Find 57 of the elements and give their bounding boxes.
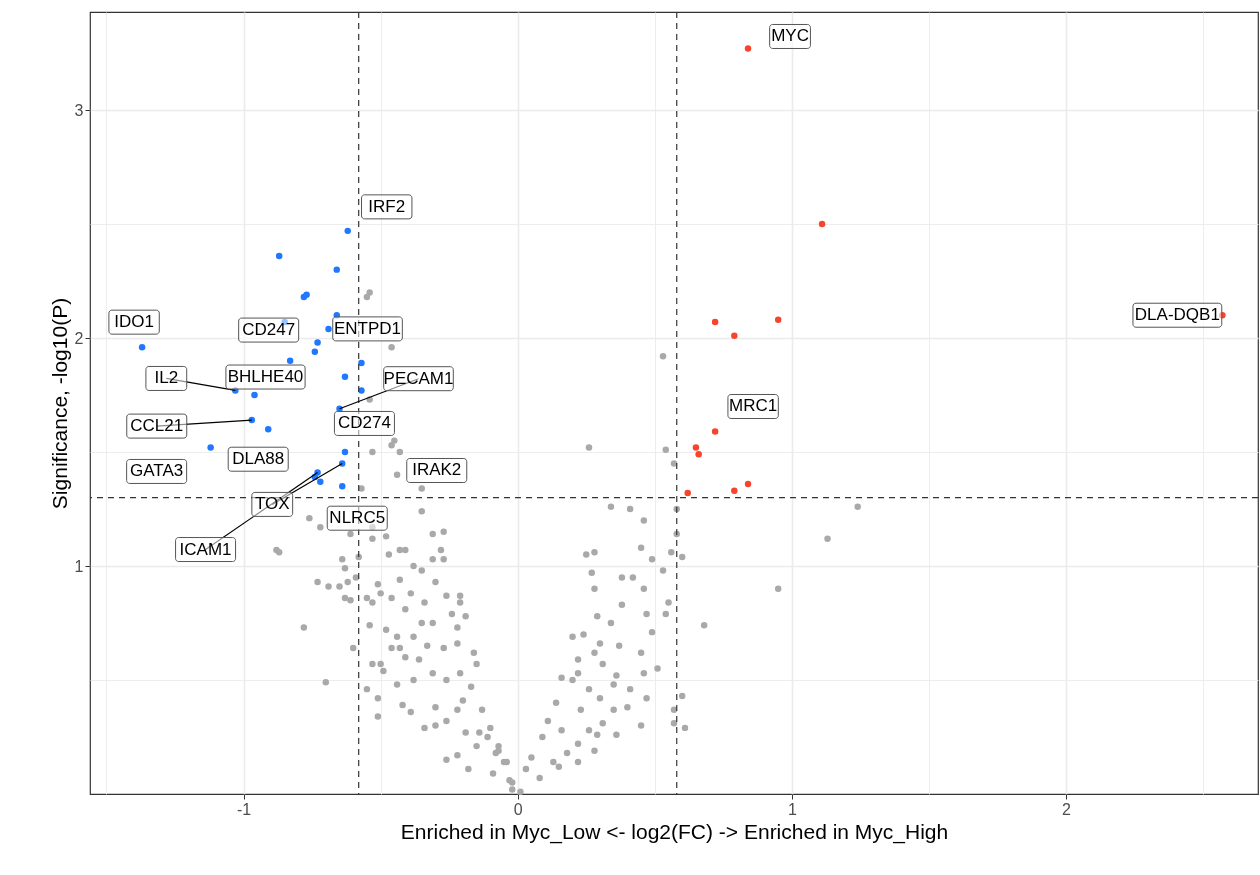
point bbox=[341, 373, 349, 381]
annotation: DLA88 bbox=[232, 449, 285, 469]
x-tick-label: 1 bbox=[787, 800, 797, 818]
point bbox=[207, 444, 214, 451]
annotation: IDO1 bbox=[114, 312, 154, 332]
annotation: NLRC5 bbox=[329, 508, 386, 528]
point bbox=[744, 45, 752, 52]
annotation: CCL21 bbox=[130, 416, 184, 436]
annotation: IRAK2 bbox=[412, 460, 462, 480]
annotation: ICAM1 bbox=[179, 539, 232, 559]
point bbox=[692, 444, 700, 451]
point bbox=[774, 316, 782, 324]
point bbox=[1219, 311, 1226, 319]
point bbox=[264, 425, 272, 433]
point bbox=[731, 487, 738, 495]
point bbox=[325, 325, 332, 333]
annotation: PECAM1 bbox=[383, 368, 454, 388]
x-tick-label: -1 bbox=[236, 800, 252, 818]
point bbox=[317, 478, 324, 485]
point bbox=[731, 332, 738, 339]
point bbox=[311, 348, 319, 355]
annotation: TOX bbox=[254, 494, 290, 514]
y-tick-label: 1 bbox=[74, 557, 84, 575]
point bbox=[744, 480, 752, 488]
point bbox=[344, 227, 351, 235]
y-axis-title: Significance, -log10(P) bbox=[47, 297, 71, 510]
point bbox=[341, 448, 349, 456]
annotation: MRC1 bbox=[729, 396, 778, 416]
point bbox=[333, 311, 340, 319]
point bbox=[358, 359, 365, 367]
annotation: GATA3 bbox=[130, 461, 184, 481]
point bbox=[684, 489, 691, 497]
annotation: IL2 bbox=[154, 368, 179, 388]
y-tick-label: 2 bbox=[74, 329, 84, 347]
annotation: BHLHE40 bbox=[227, 367, 304, 387]
x-axis-title: Enriched in Myc_Low <- log2(FC) -> Enriched in Myc_High bbox=[400, 819, 949, 844]
point bbox=[818, 220, 826, 228]
annotation: MYC bbox=[771, 26, 809, 46]
x-tick-label: 2 bbox=[1062, 800, 1072, 818]
point bbox=[251, 391, 258, 399]
point bbox=[333, 266, 340, 273]
y-tick-label: 3 bbox=[74, 101, 84, 119]
annotation: CD247 bbox=[242, 320, 296, 340]
point bbox=[138, 343, 146, 351]
point bbox=[314, 339, 321, 346]
x-tick-label: 0 bbox=[513, 800, 523, 818]
point bbox=[695, 451, 702, 458]
point bbox=[711, 428, 719, 435]
annotation: CD274 bbox=[337, 413, 391, 433]
point bbox=[275, 252, 283, 260]
annotation: ENTPD1 bbox=[334, 318, 402, 338]
point bbox=[711, 318, 719, 326]
annotation: IRF2 bbox=[368, 196, 406, 216]
point bbox=[358, 387, 365, 394]
annotation: DLA-DQB1 bbox=[1134, 305, 1220, 325]
point bbox=[339, 482, 346, 490]
point bbox=[286, 357, 294, 365]
